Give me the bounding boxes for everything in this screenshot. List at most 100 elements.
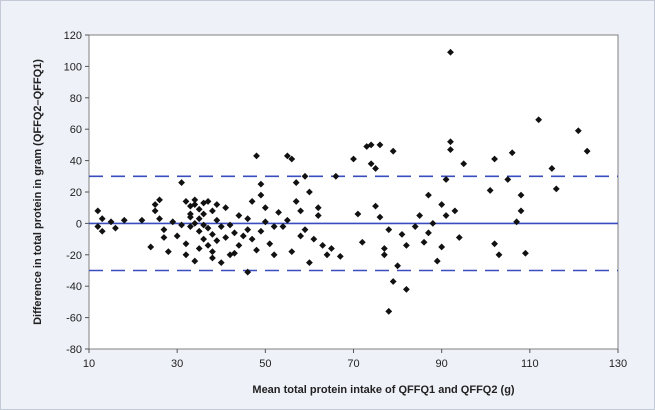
y-tick-label: 20 xyxy=(70,187,82,199)
data-point xyxy=(438,243,446,251)
data-point xyxy=(191,196,199,204)
data-point xyxy=(270,223,278,230)
data-point xyxy=(151,207,159,215)
data-point xyxy=(120,216,128,224)
y-tick-label: 100 xyxy=(64,61,82,73)
data-point xyxy=(403,241,410,249)
data-point xyxy=(376,141,384,149)
data-point xyxy=(314,212,322,219)
y-tick-label: 120 xyxy=(64,30,82,42)
data-point xyxy=(209,230,216,238)
data-point xyxy=(438,201,446,208)
data-point xyxy=(200,235,208,243)
data-point xyxy=(380,251,388,259)
data-point xyxy=(416,212,424,219)
data-point xyxy=(372,165,379,172)
data-point xyxy=(195,205,203,213)
data-point xyxy=(429,220,437,227)
data-point xyxy=(442,212,450,219)
data-point xyxy=(261,218,269,226)
data-point xyxy=(319,241,327,249)
data-point xyxy=(160,226,168,234)
data-point xyxy=(204,224,212,232)
data-point xyxy=(275,209,282,216)
data-point xyxy=(239,232,247,240)
data-point xyxy=(522,249,529,257)
data-point xyxy=(107,218,115,226)
data-point xyxy=(292,179,300,186)
data-point xyxy=(310,235,318,243)
x-tick-label: 30 xyxy=(171,358,183,370)
data-point xyxy=(328,245,335,252)
data-point xyxy=(138,216,146,224)
data-point xyxy=(447,146,454,154)
data-point xyxy=(217,259,225,267)
data-point xyxy=(200,210,208,218)
y-tick-label: -60 xyxy=(66,313,82,325)
data-point xyxy=(288,155,296,163)
data-point xyxy=(160,234,168,241)
data-point xyxy=(425,229,432,237)
data-point xyxy=(292,198,300,205)
data-point xyxy=(491,240,498,248)
data-point xyxy=(182,198,190,205)
data-point xyxy=(389,147,397,155)
data-point xyxy=(98,227,106,235)
data-point xyxy=(164,248,172,256)
data-point xyxy=(173,232,181,240)
data-point xyxy=(178,179,185,186)
data-point xyxy=(200,199,208,207)
y-tick-label: -40 xyxy=(66,281,82,293)
data-point xyxy=(182,240,190,248)
data-point xyxy=(548,165,556,172)
data-point xyxy=(94,207,102,215)
data-point xyxy=(336,252,344,260)
data-point xyxy=(266,240,274,248)
data-point xyxy=(358,238,366,246)
data-point xyxy=(186,223,194,230)
data-point xyxy=(425,191,432,199)
data-point xyxy=(200,221,208,229)
data-point xyxy=(332,172,340,180)
data-point xyxy=(513,218,521,226)
data-point xyxy=(235,212,243,219)
data-point xyxy=(380,245,388,252)
data-point xyxy=(508,149,516,157)
data-point xyxy=(169,218,177,226)
x-tick-label: 110 xyxy=(521,358,539,370)
data-point xyxy=(209,207,216,215)
data-point xyxy=(156,196,163,204)
data-point xyxy=(195,227,203,235)
data-point xyxy=(186,213,194,221)
data-point xyxy=(257,227,265,235)
data-point xyxy=(389,278,397,285)
data-point xyxy=(398,230,406,238)
y-tick-label: -80 xyxy=(66,344,82,356)
data-point xyxy=(517,207,525,215)
data-point xyxy=(451,207,459,215)
data-point xyxy=(574,127,582,135)
data-point xyxy=(323,251,331,259)
data-point xyxy=(257,191,265,199)
x-tick-label: 90 xyxy=(436,358,448,370)
data-point xyxy=(385,226,393,234)
y-tick-label: -20 xyxy=(66,250,82,262)
data-point xyxy=(222,234,230,241)
data-point xyxy=(222,204,230,212)
data-point xyxy=(367,160,375,168)
data-point xyxy=(447,138,454,146)
data-point xyxy=(411,223,419,230)
data-point xyxy=(226,221,234,229)
data-point xyxy=(367,141,375,149)
data-point xyxy=(151,201,159,208)
data-point xyxy=(191,257,199,265)
data-point xyxy=(191,201,199,208)
data-point xyxy=(491,155,498,163)
data-point xyxy=(112,224,119,232)
data-point xyxy=(213,237,221,245)
x-tick-label: 10 xyxy=(83,358,95,370)
data-point xyxy=(244,268,252,276)
data-point xyxy=(235,241,243,249)
data-point xyxy=(350,155,357,163)
data-point xyxy=(191,220,199,227)
